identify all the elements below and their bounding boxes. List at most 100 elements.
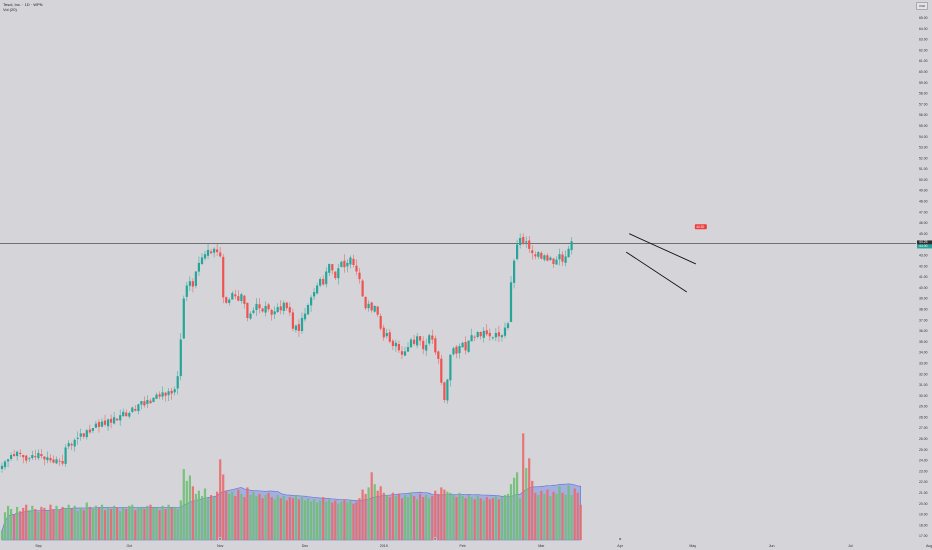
price-tick-label: 62.00 xyxy=(919,48,928,52)
price-tick-label: 28.00 xyxy=(919,415,928,419)
candle-body xyxy=(194,271,197,286)
volume-bar xyxy=(500,497,503,540)
candle-body xyxy=(58,460,61,462)
candle-body xyxy=(279,306,282,311)
volume-bar xyxy=(446,491,449,540)
candle-body xyxy=(276,307,279,313)
volume-bar xyxy=(391,492,394,540)
volume-bar xyxy=(425,495,428,540)
candle-body xyxy=(397,344,400,351)
candle-body xyxy=(228,299,231,303)
candle-body xyxy=(334,271,337,278)
volume-bar xyxy=(379,486,382,540)
candle-body xyxy=(416,336,419,346)
volume-bar xyxy=(416,499,419,540)
candle-body xyxy=(297,324,300,331)
volume-bar xyxy=(134,510,137,540)
candle-body xyxy=(385,333,388,337)
candle-body xyxy=(13,454,16,457)
volume-bar xyxy=(455,497,458,540)
volume-indicator-label[interactable]: Vol (20) xyxy=(3,7,17,12)
price-tick-label: 25.00 xyxy=(919,448,928,452)
price-tick-label: 37.00 xyxy=(919,318,928,322)
volume-bar xyxy=(291,498,294,540)
volume-bar xyxy=(328,499,331,540)
volume-bar xyxy=(449,492,452,540)
price-tick-label: 31.00 xyxy=(919,383,928,387)
candle-body xyxy=(288,307,291,313)
volume-bar xyxy=(94,505,97,540)
volume-bar xyxy=(237,489,240,540)
candle-body xyxy=(97,422,101,427)
candle-body xyxy=(494,333,497,338)
candle-body xyxy=(3,461,7,468)
price-tick-label: 21.00 xyxy=(919,491,928,495)
candle-body xyxy=(152,397,155,402)
candle-body xyxy=(443,382,446,400)
volume-bar xyxy=(55,505,58,540)
candle-body xyxy=(331,264,334,271)
candle-body xyxy=(234,294,237,297)
volume-bar xyxy=(67,504,70,540)
price-tick-label: 35.00 xyxy=(919,340,928,344)
candle-body xyxy=(437,351,440,359)
price-tick-label: 46.00 xyxy=(919,221,928,225)
candle-body xyxy=(319,279,322,286)
price-tick-label: 47.00 xyxy=(919,210,928,214)
candle-body xyxy=(394,342,397,347)
candle-body xyxy=(100,421,104,427)
volume-bar xyxy=(125,509,128,540)
currency-button[interactable]: USD xyxy=(916,2,928,10)
candle-body xyxy=(543,255,546,260)
price-tick-label: 19.00 xyxy=(919,513,928,517)
volume-bar xyxy=(152,507,155,540)
volume-bar xyxy=(288,497,291,540)
candle-body xyxy=(43,456,46,460)
symbol-title[interactable]: Tesol, Inc. · 1D · WPN xyxy=(3,2,43,7)
time-tick-label: Aug xyxy=(926,544,932,548)
volume-bar xyxy=(400,498,404,540)
candle-body xyxy=(243,295,246,304)
candle-body xyxy=(85,430,88,438)
volume-bar xyxy=(19,511,22,540)
candle-body xyxy=(367,303,370,309)
candle-body xyxy=(516,244,519,260)
volume-bar xyxy=(249,495,252,540)
candle-body xyxy=(222,256,225,298)
volume-bar xyxy=(76,511,79,540)
volume-bar xyxy=(143,509,146,540)
volume-bar xyxy=(137,507,140,540)
volume-bar xyxy=(340,501,343,540)
candle-body xyxy=(491,337,494,339)
price-tick-label: 20.00 xyxy=(919,502,928,506)
candle-body xyxy=(94,423,97,428)
price-axis: 17.00 18.00 19.00 20.00 21.00 22.00 23.00 24.00… xyxy=(694,5,932,538)
candle-body xyxy=(352,258,355,265)
volume-bar xyxy=(303,500,307,540)
candle-body xyxy=(16,451,19,457)
candle-body xyxy=(400,351,404,355)
candle-body xyxy=(570,241,573,251)
volume-bar xyxy=(294,495,297,540)
current-price-sub-tag xyxy=(917,244,932,249)
candle-body xyxy=(313,292,316,297)
candle-body xyxy=(137,404,140,412)
volume-bar xyxy=(40,506,43,540)
volume-bar xyxy=(361,489,364,540)
price-tick-label: 61.00 xyxy=(919,59,928,63)
volume-bar xyxy=(25,504,28,540)
volume-bar xyxy=(306,498,310,540)
volume-bar xyxy=(194,493,197,540)
candle-body xyxy=(525,241,528,243)
volume-bar xyxy=(222,474,225,540)
earnings-marker xyxy=(433,537,438,541)
volume-bar xyxy=(37,512,40,540)
candle-body xyxy=(210,251,213,254)
volume-bar xyxy=(528,458,531,540)
candle-body xyxy=(158,394,161,397)
price-tick-label: 27.00 xyxy=(919,426,928,430)
volume-bar xyxy=(3,512,7,540)
price-tick-label: 34.00 xyxy=(919,351,928,355)
volume-bar xyxy=(364,493,367,540)
